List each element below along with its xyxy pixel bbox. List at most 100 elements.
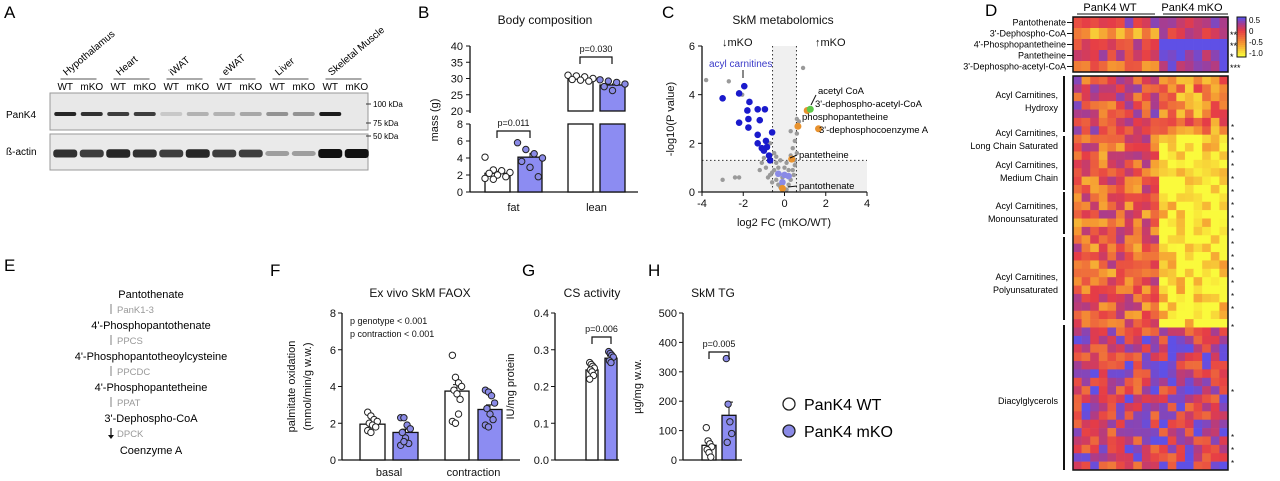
heatmap-cell	[1176, 394, 1186, 404]
heatmap-cell	[1210, 285, 1220, 295]
heatmap-cell	[1159, 327, 1169, 337]
heatmap-cell	[1176, 252, 1186, 261]
heatmap-cell	[1219, 335, 1229, 345]
point-acyl-carnitine	[735, 90, 743, 97]
heatmap-cell	[1116, 218, 1125, 228]
lane-label: mKO	[345, 82, 368, 93]
heatmap-cell	[1090, 39, 1100, 51]
heatmap-cell	[1219, 101, 1229, 110]
heatmap-cell	[1159, 310, 1169, 320]
heatmap-cell	[1116, 277, 1125, 286]
heatmap-cell	[1081, 377, 1091, 387]
heatmap-cell	[1073, 226, 1082, 236]
heatmap-cell	[1090, 84, 1100, 94]
heatmap-cell	[1073, 293, 1082, 303]
data-point	[489, 415, 497, 424]
chart-title: CS activity	[564, 286, 621, 300]
heatmap-cell	[1116, 285, 1125, 295]
heatmap-cell	[1150, 210, 1160, 219]
colorbar	[1236, 16, 1247, 58]
heatmap-cell	[1219, 151, 1229, 161]
heatmap-cell	[1090, 285, 1100, 295]
heatmap-cell	[1081, 126, 1091, 135]
heatmap-cell	[1176, 84, 1186, 94]
heatmap-cell	[1176, 352, 1186, 362]
heatmap-cell	[1150, 243, 1160, 253]
data-point	[448, 351, 457, 359]
y-tick-label: 8	[330, 308, 336, 320]
heatmap-cell	[1107, 84, 1117, 94]
heatmap-cell	[1193, 369, 1203, 379]
heatmap-cell	[1090, 293, 1100, 303]
lane-label: mKO	[133, 82, 156, 93]
heatmap-cell	[1202, 101, 1212, 110]
stats-genotype: p genotype < 0.001	[350, 316, 427, 326]
heatmap-cell	[1107, 210, 1117, 219]
column-group-wt: PanK4 WT	[1083, 2, 1136, 14]
heatmap-cell	[1133, 352, 1143, 362]
heatmap-cell	[1073, 50, 1082, 62]
heatmap-cell	[1073, 143, 1082, 152]
heatmap-cell	[1193, 226, 1203, 236]
heatmap-cell	[1124, 193, 1134, 203]
heatmap-cell	[1193, 335, 1203, 345]
heatmap-cell	[1167, 184, 1177, 194]
heatmap-cell	[1202, 159, 1212, 169]
heatmap-cell	[1202, 302, 1212, 312]
heatmap-cell	[1116, 252, 1125, 261]
heatmap-cell	[1176, 184, 1186, 194]
point-grey	[788, 128, 793, 134]
heatmap-cell	[1098, 419, 1108, 429]
heatmap-cell	[1124, 61, 1134, 73]
heatmap-cell	[1184, 159, 1194, 169]
heatmap-cell	[1133, 243, 1143, 253]
heatmap-cell	[1219, 453, 1229, 462]
heatmap-cell	[1133, 411, 1143, 421]
heatmap-cell	[1150, 39, 1160, 51]
heatmap-cell	[1107, 436, 1117, 446]
heatmap-cell	[1098, 84, 1108, 94]
heatmap-cell	[1202, 327, 1212, 337]
significance-star: *	[1231, 323, 1234, 332]
heatmap-cell	[1176, 285, 1186, 295]
heatmap-cell	[1073, 411, 1082, 421]
heatmap-cell	[1193, 201, 1203, 211]
heatmap-cell	[1098, 184, 1108, 194]
point-grey	[774, 160, 779, 165]
heatmap-cell	[1124, 184, 1134, 194]
heatmap-cell	[1167, 176, 1177, 186]
row-label-pank4: PanK4	[6, 110, 36, 121]
heatmap-cell	[1202, 293, 1212, 303]
pank4-band	[80, 112, 103, 116]
data-point	[534, 173, 543, 181]
heatmap-cell	[1107, 109, 1117, 119]
heatmap-cell	[1124, 361, 1134, 370]
y-tick-label: 400	[659, 337, 677, 349]
heatmap-cell	[1073, 402, 1082, 412]
heatmap-cell	[1176, 428, 1186, 437]
heatmap-cell	[1193, 444, 1203, 454]
heatmap-cell	[1124, 143, 1134, 152]
heatmap-cell	[1210, 377, 1220, 387]
heatmap-cell	[1167, 235, 1177, 244]
data-point	[723, 438, 731, 447]
heatmap-cell	[1098, 327, 1108, 337]
heatmap-cell	[1202, 344, 1212, 353]
heatmap-cell	[1193, 268, 1203, 278]
heatmap-cell	[1193, 252, 1203, 261]
significance-star: *	[1231, 266, 1234, 275]
actin-band	[53, 149, 78, 158]
heatmap-cell	[1124, 210, 1134, 219]
heatmap-cell	[1124, 176, 1134, 186]
heatmap-cell	[1124, 218, 1134, 228]
heatmap-cell	[1184, 419, 1194, 429]
heatmap-cell	[1219, 419, 1229, 429]
heatmap-cell	[1133, 419, 1143, 429]
heatmap-cell	[1210, 319, 1220, 328]
heatmap-cell	[1116, 268, 1125, 278]
heatmap-cell	[1107, 293, 1117, 303]
lane-label: WT	[269, 82, 285, 93]
heatmap-cell	[1141, 117, 1151, 127]
colorbar-segment	[1237, 49, 1246, 52]
